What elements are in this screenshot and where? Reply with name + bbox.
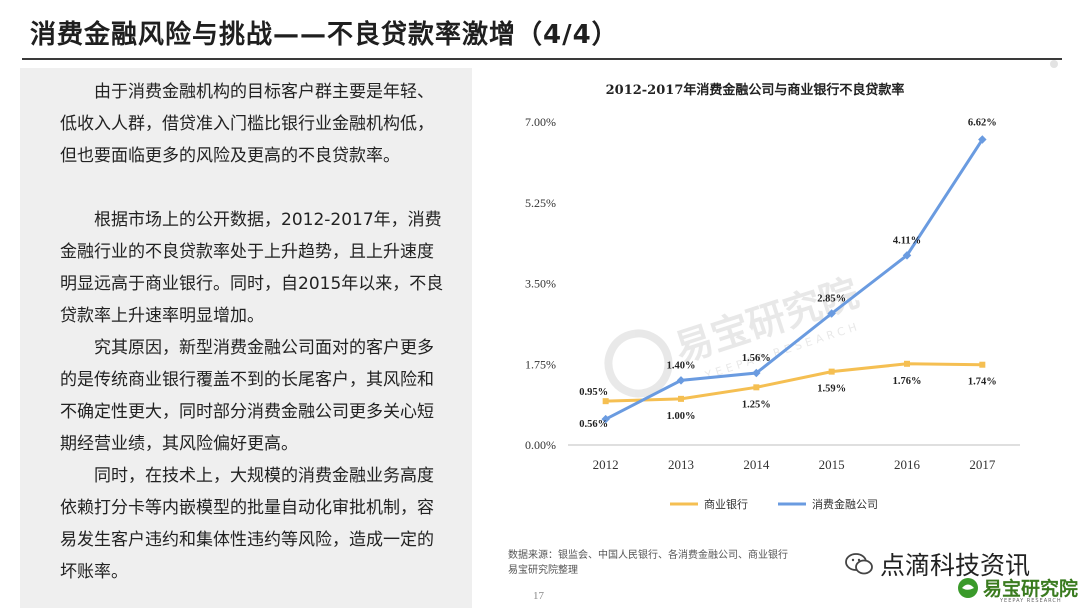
- title-divider: [22, 58, 1062, 60]
- data-label: 1.40%: [667, 360, 696, 371]
- data-point: [753, 384, 760, 391]
- y-tick-label: 3.50%: [525, 277, 556, 291]
- series-line-1: [605, 362, 983, 403]
- series-line-2: [604, 138, 984, 421]
- data-label: 1.00%: [667, 411, 696, 422]
- y-tick-label: 7.00%: [525, 115, 556, 129]
- chart-title: 2012-2017年消费金融公司与商业银行不良贷款率: [606, 82, 905, 98]
- data-label: 1.25%: [742, 399, 771, 410]
- data-point: [602, 398, 609, 405]
- data-label: 1.56%: [742, 353, 771, 364]
- paragraph-4: 同时，在技术上，大规模的消费金融业务高度依赖打分卡等内嵌模型的批量自动化审批机制…: [60, 466, 434, 582]
- y-tick-label: 5.25%: [525, 196, 556, 210]
- brand-subtitle: YEEPAY RESEARCH: [1000, 598, 1062, 604]
- brand-logo: 易宝研究院: [957, 574, 1078, 601]
- data-label: 1.59%: [817, 384, 846, 395]
- page-title: 消费金融风险与挑战——不良贷款率激增（4/4）: [30, 20, 619, 50]
- text-panel: 由于消费金融机构的目标客户群主要是年轻、低收入人群，借贷准入门槛比银行业金融机构…: [20, 68, 472, 608]
- watermark-logo-icon: [604, 329, 673, 398]
- data-point: [978, 135, 987, 144]
- legend-label: 商业银行: [704, 497, 748, 511]
- data-label: 0.56%: [579, 419, 608, 430]
- data-label: 2.85%: [817, 293, 846, 304]
- data-point: [904, 360, 910, 367]
- source-line-2: 易宝研究院整理: [508, 565, 578, 576]
- wechat-icon: [845, 553, 873, 575]
- data-label: 1.76%: [893, 376, 922, 387]
- page-number: 17: [533, 590, 544, 602]
- data-point: [601, 414, 610, 424]
- data-label: 6.62%: [968, 118, 997, 129]
- source-line-1: 数据来源：银监会、中国人民银行、各消费金融公司、商业银行: [508, 550, 788, 561]
- wechat-account: 点滴科技资讯: [844, 546, 1030, 582]
- brand-leaf-icon: [958, 577, 978, 598]
- data-point: [827, 309, 836, 318]
- data-point: [979, 361, 986, 368]
- wechat-name: 点滴科技资讯: [880, 551, 1031, 580]
- npl-rate-line-chart: 易宝研究院 YEEPAY RESEARCH 2012-2017年消费金融公司与商…: [525, 82, 1020, 511]
- x-tick-label: 2014: [743, 457, 770, 472]
- x-tick-label: 2017: [969, 457, 996, 472]
- data-label: 4.11%: [893, 235, 921, 246]
- paragraph-3: 究其原因，新型消费金融公司面对的客户更多的是传统商业银行覆盖不到的长尾客户，其风…: [60, 338, 434, 454]
- data-point: [676, 376, 686, 385]
- x-tick-label: 2015: [819, 457, 845, 472]
- x-tick-label: 2012: [593, 457, 619, 472]
- decorative-dot: [1050, 60, 1058, 68]
- paragraph-2: 根据市场上的公开数据，2012-2017年，消费金融行业的不良贷款率处于上升趋势…: [60, 210, 444, 326]
- data-point: [752, 368, 761, 378]
- data-point: [828, 368, 835, 375]
- data-label: 1.74%: [968, 377, 997, 388]
- y-tick-label: 0.00%: [525, 438, 556, 452]
- x-tick-label: 2013: [668, 457, 694, 472]
- x-tick-label: 2016: [894, 457, 921, 472]
- brand-name: 易宝研究院: [983, 578, 1079, 600]
- paragraph-1: 由于消费金融机构的目标客户群主要是年轻、低收入人群，借贷准入门槛比银行业金融机构…: [60, 82, 434, 166]
- data-point: [678, 395, 684, 402]
- data-label: 0.95%: [579, 387, 608, 398]
- legend-label: 消费金融公司: [812, 497, 878, 511]
- y-tick-label: 1.75%: [525, 357, 556, 371]
- source-note: 数据来源：银监会、中国人民银行、各消费金融公司、商业银行 易宝研究院整理: [508, 548, 838, 578]
